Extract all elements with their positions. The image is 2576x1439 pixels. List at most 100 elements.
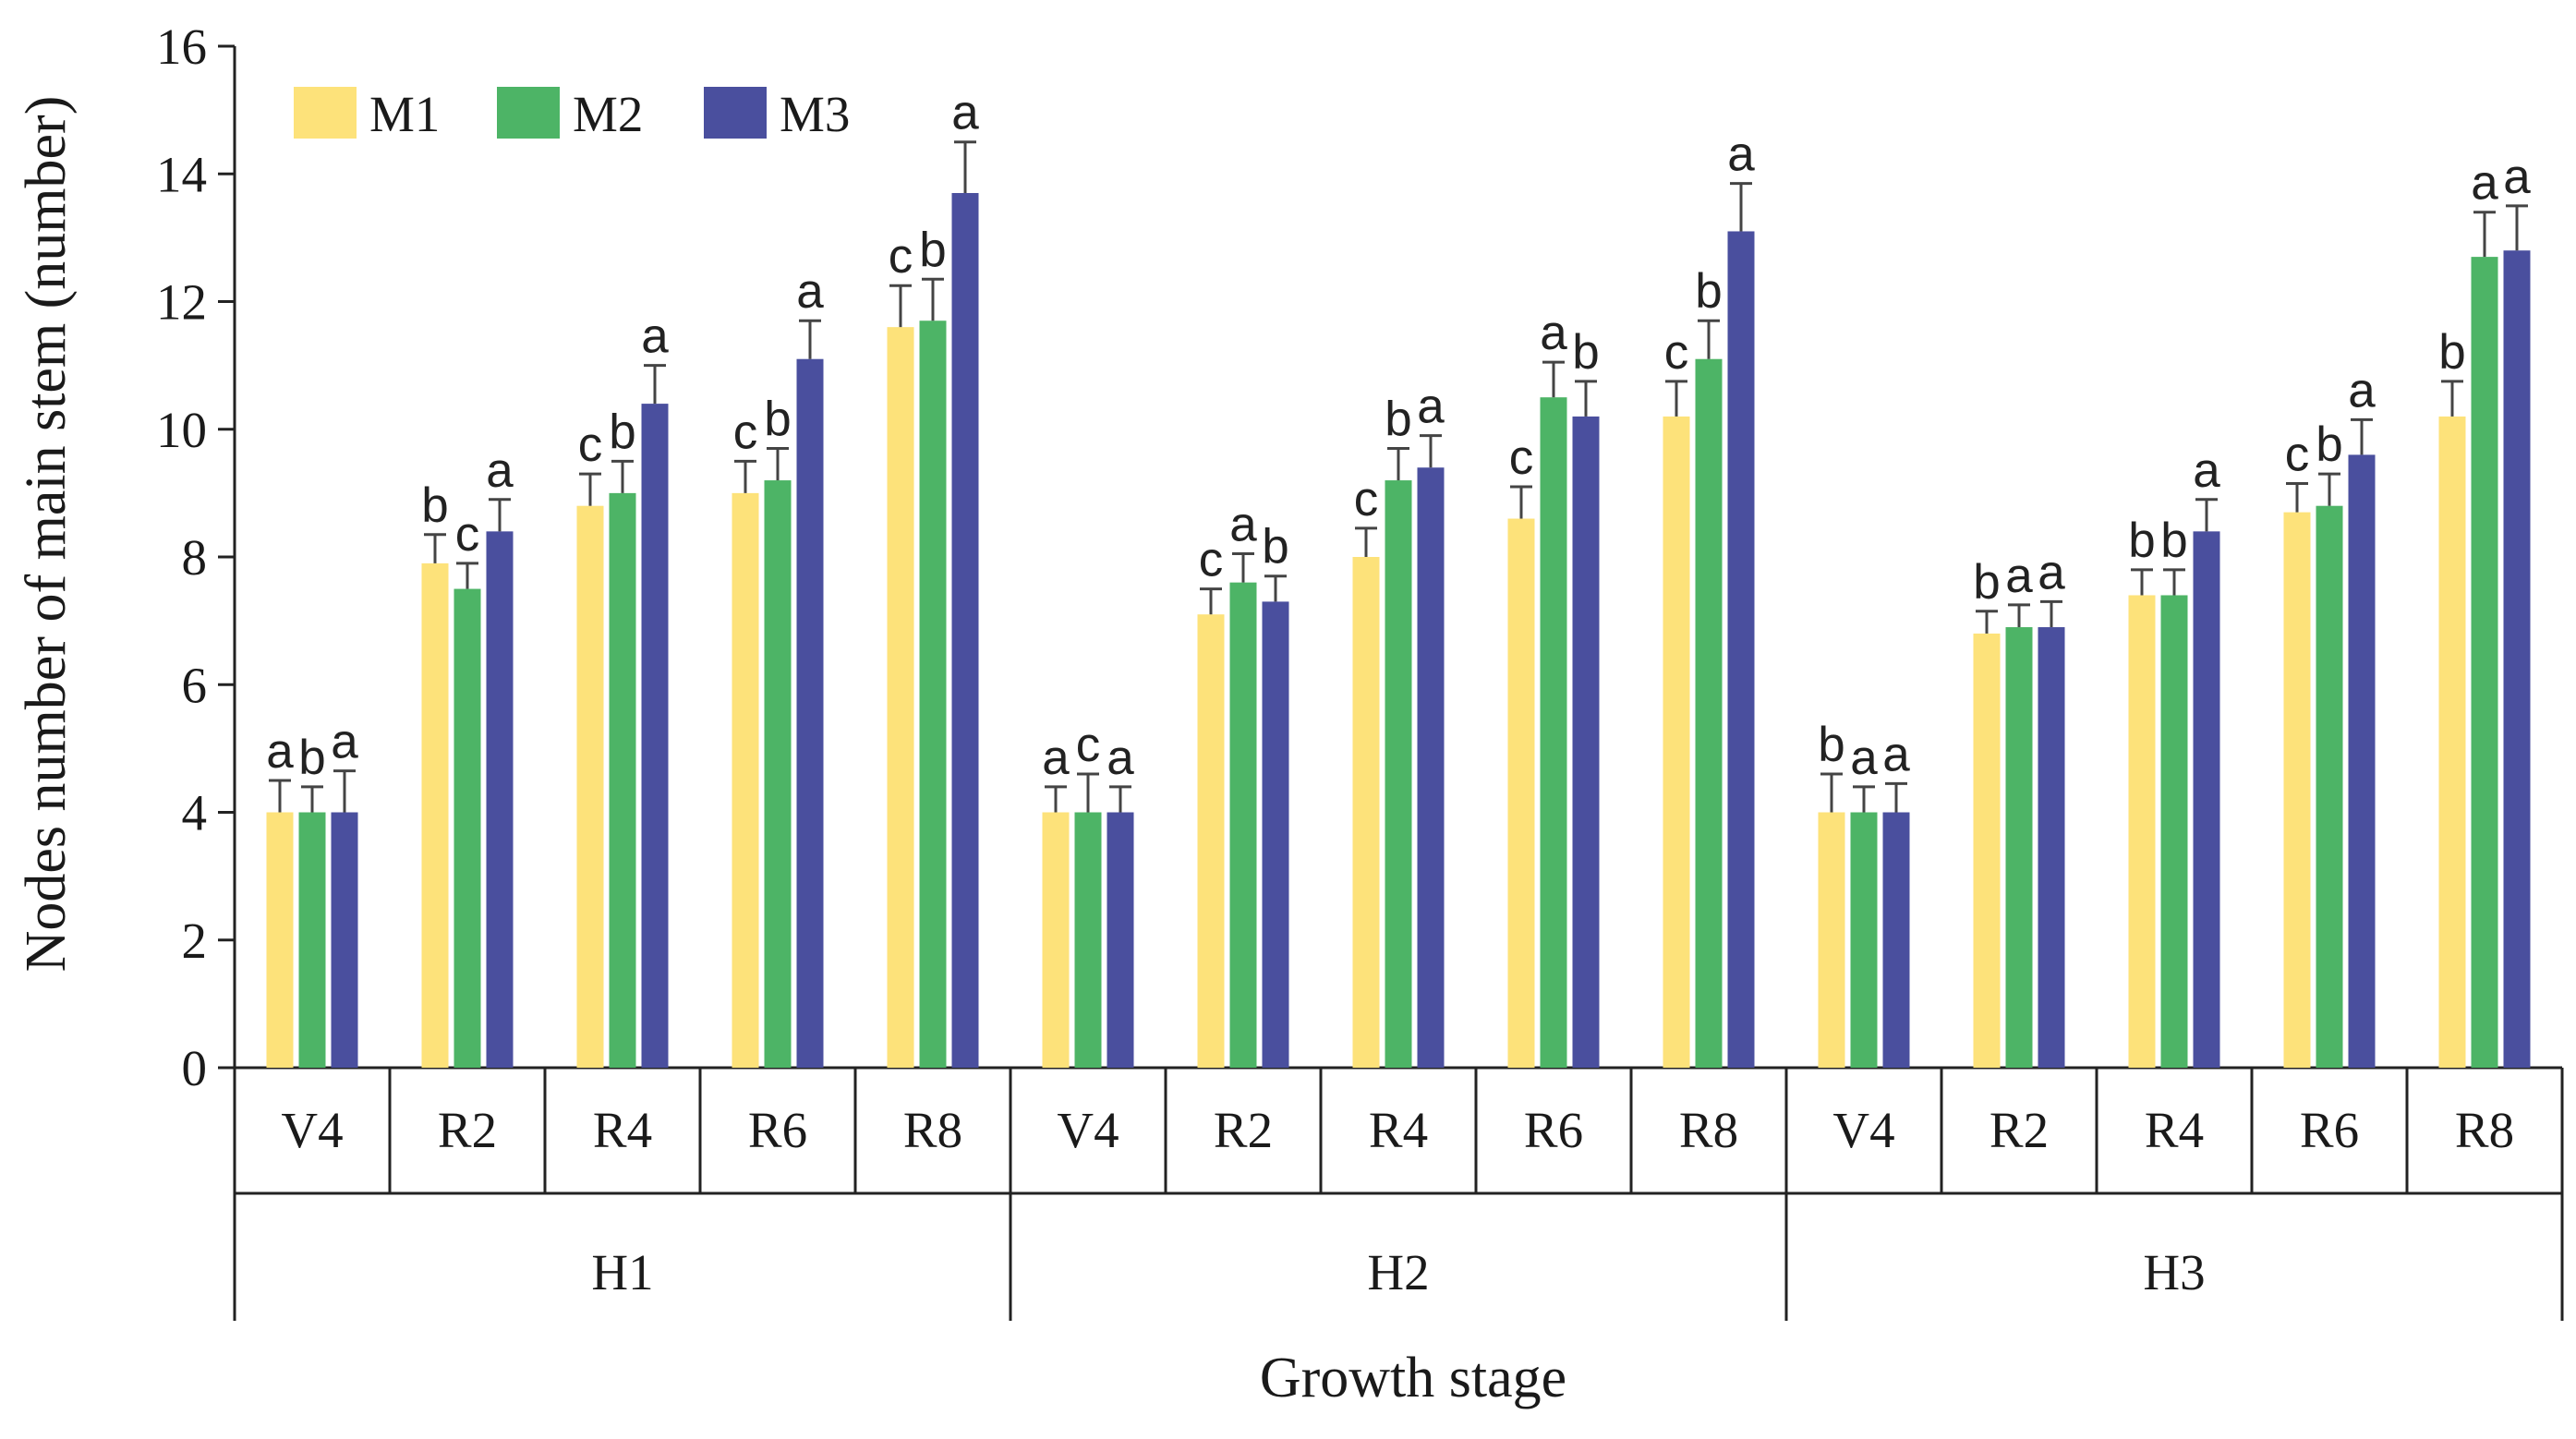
significance-label: b — [298, 731, 325, 785]
bar-h2-r4-m1 — [1352, 557, 1380, 1068]
x-tick-label: V4 — [1057, 1102, 1119, 1158]
bar-h1-r8-m3 — [951, 192, 979, 1069]
significance-label: b — [1572, 325, 1599, 380]
bar-h3-r4-m2 — [2160, 595, 2188, 1068]
bar-h2-r4-m3 — [1417, 467, 1445, 1069]
bar-h2-r8-m3 — [1727, 231, 1755, 1068]
bar-h2-r2-m3 — [1262, 601, 1289, 1068]
bar-h3-v4-m3 — [1882, 812, 1910, 1068]
significance-label: a — [1107, 731, 1134, 785]
significance-label: b — [609, 405, 635, 459]
bar-h3-r8-m3 — [2503, 250, 2531, 1068]
bar-h2-r2-m2 — [1229, 582, 1257, 1068]
legend-swatch-m3 — [704, 87, 767, 139]
bar-h3-r4-m3 — [2193, 531, 2220, 1068]
bar-h1-r8-m1 — [887, 327, 914, 1068]
significance-label: a — [1229, 498, 1257, 552]
significance-label: c — [1354, 472, 1379, 526]
bar-h1-r6-m3 — [796, 358, 824, 1068]
bar-h3-r8-m2 — [2471, 257, 2498, 1068]
y-tick-label: 8 — [182, 529, 208, 586]
x-tick-label: V4 — [1832, 1102, 1894, 1158]
bar-h1-v4-m1 — [266, 812, 294, 1068]
bar-h2-r2-m1 — [1197, 614, 1225, 1068]
x-tick-label: R8 — [903, 1102, 962, 1158]
y-tick-label: 2 — [182, 913, 208, 969]
y-axis-title: Nodes number of main stem (number) — [15, 96, 78, 973]
bar-h1-r2-m3 — [486, 531, 514, 1068]
x-tick-label: R8 — [2455, 1102, 2514, 1158]
bar-h3-r2-m1 — [1973, 633, 2001, 1068]
significance-label: c — [2285, 428, 2310, 482]
significance-label: c — [1076, 718, 1101, 772]
y-tick-label: 10 — [156, 402, 207, 458]
significance-label: b — [1385, 392, 1411, 446]
significance-label: c — [733, 405, 758, 459]
y-tick-label: 6 — [182, 657, 208, 713]
significance-label: b — [2128, 514, 2155, 568]
x-tick-label: R4 — [1369, 1102, 1428, 1158]
x-tick-label: R4 — [2145, 1102, 2204, 1158]
significance-label: b — [1262, 520, 1288, 574]
significance-label: a — [2503, 150, 2531, 204]
bar-h3-v4-m2 — [1850, 812, 1878, 1068]
bar-h1-v4-m2 — [298, 812, 326, 1068]
y-tick-label: 4 — [182, 785, 208, 841]
x-tick-label: V4 — [281, 1102, 343, 1158]
x-tick-label: R6 — [748, 1102, 807, 1158]
y-tick-label: 12 — [156, 274, 207, 331]
bar-h2-r8-m1 — [1663, 416, 1690, 1068]
bar-h1-r4-m3 — [641, 404, 669, 1069]
bar-h2-r4-m2 — [1385, 480, 1412, 1068]
significance-label: c — [1509, 430, 1534, 485]
significance-label: b — [919, 223, 946, 277]
significance-label: a — [2005, 549, 2033, 603]
significance-label: a — [951, 86, 979, 140]
x-tick-label: R4 — [593, 1102, 652, 1158]
significance-label: a — [2193, 443, 2220, 498]
x-tick-label: R2 — [1214, 1102, 1273, 1158]
bar-h2-v4-m2 — [1074, 812, 1102, 1068]
legend-label-m3: M3 — [780, 86, 850, 142]
significance-label: b — [421, 478, 448, 533]
significance-label: b — [2438, 325, 2465, 380]
significance-label: c — [889, 229, 913, 284]
x-tick-label: R6 — [2300, 1102, 2359, 1158]
x-tick-label: R8 — [1679, 1102, 1738, 1158]
significance-label: a — [1540, 306, 1567, 360]
bar-h1-r6-m1 — [732, 492, 759, 1068]
legend-swatch-m2 — [497, 87, 560, 139]
significance-label: c — [455, 507, 480, 562]
legend-swatch-m1 — [294, 87, 357, 139]
significance-label: a — [2471, 156, 2498, 211]
significance-label: c — [1199, 533, 1224, 587]
bar-h2-r6-m1 — [1507, 518, 1535, 1068]
significance-label: b — [2316, 417, 2342, 472]
bar-h1-r4-m1 — [576, 505, 604, 1068]
bar-h1-r8-m2 — [919, 320, 947, 1068]
significance-label: b — [1695, 264, 1722, 319]
significance-label: a — [1417, 380, 1445, 434]
significance-label: a — [486, 443, 514, 498]
significance-label: a — [641, 309, 669, 364]
significance-label: a — [266, 724, 294, 779]
group-label: H3 — [2143, 1244, 2205, 1300]
x-tick-label: R2 — [1989, 1102, 2049, 1158]
y-tick-label: 14 — [156, 146, 207, 202]
significance-label: c — [578, 417, 603, 472]
bar-h3-r6-m2 — [2316, 505, 2343, 1068]
y-tick-label: 16 — [156, 18, 207, 75]
significance-label: a — [1042, 731, 1070, 785]
bar-h3-r6-m1 — [2283, 512, 2311, 1068]
legend-label-m1: M1 — [369, 86, 440, 142]
bar-h2-r8-m2 — [1695, 358, 1723, 1068]
bar-h3-r2-m3 — [2038, 627, 2065, 1068]
significance-label: a — [331, 715, 358, 769]
group-label: H2 — [1367, 1244, 1429, 1300]
bar-h1-r6-m2 — [764, 480, 792, 1068]
bar-h3-r6-m3 — [2348, 454, 2376, 1068]
x-tick-label: R6 — [1524, 1102, 1583, 1158]
group-label: H1 — [591, 1244, 653, 1300]
significance-label: b — [2160, 514, 2187, 568]
